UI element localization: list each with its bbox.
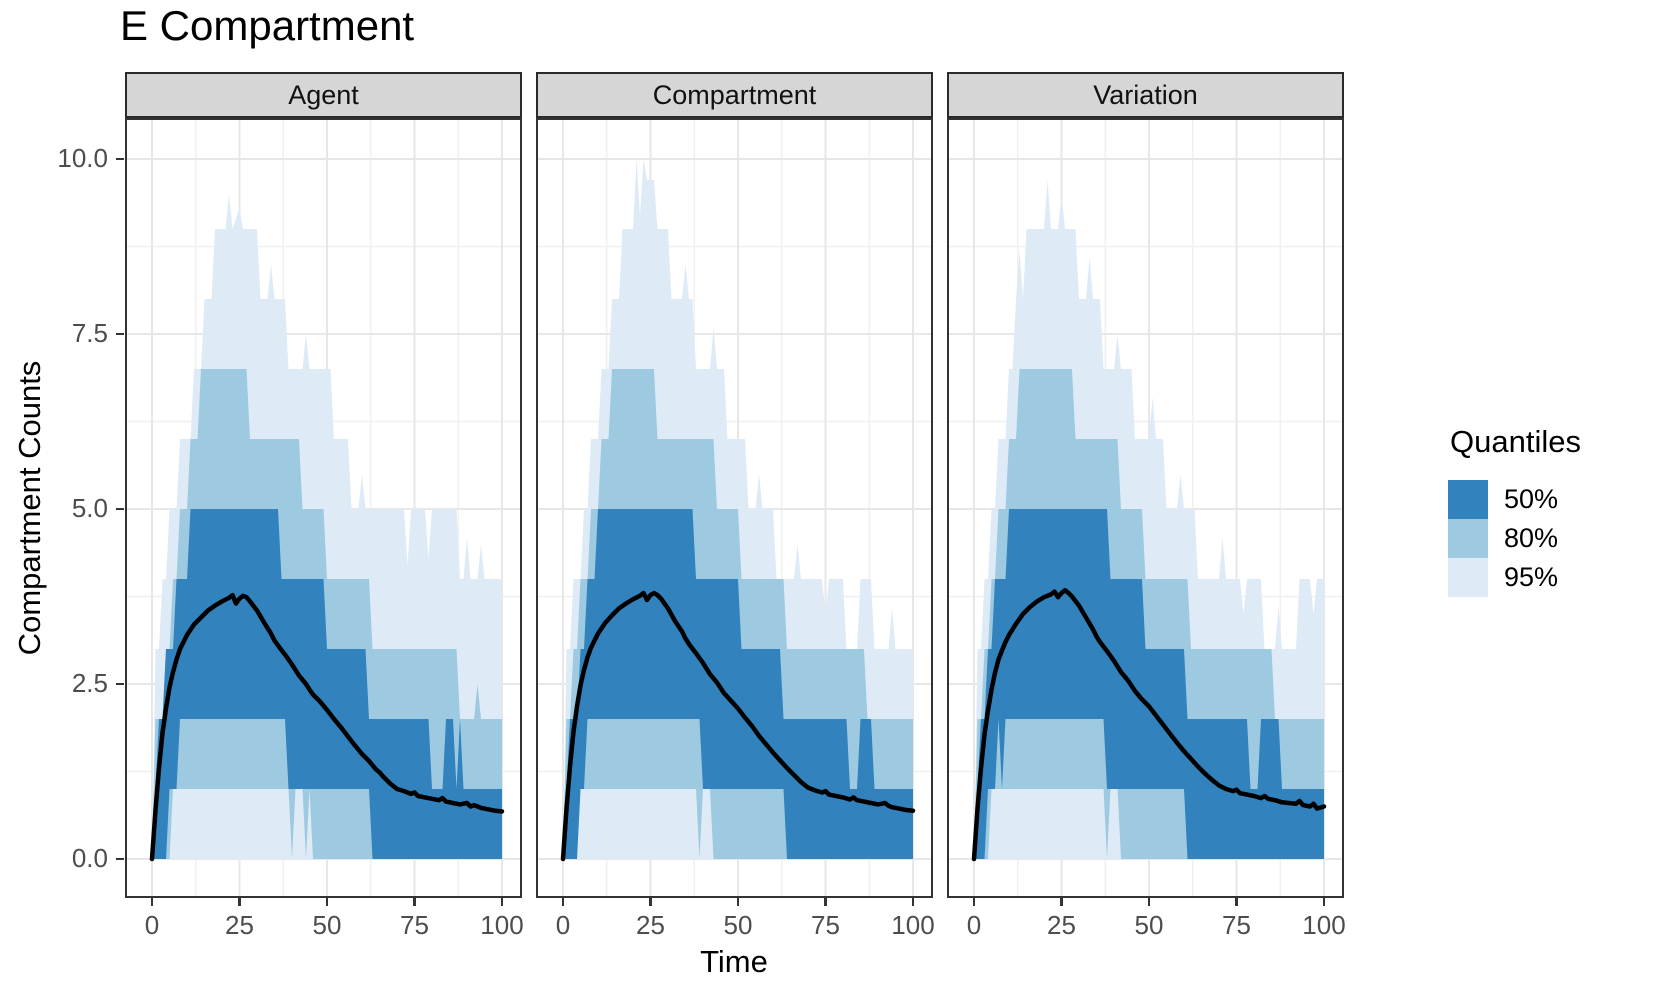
x-tick-label: 50 xyxy=(1134,910,1164,940)
x-tick-mark xyxy=(561,898,565,906)
x-tick-mark xyxy=(736,898,740,906)
y-tick-label: 0.0 xyxy=(71,843,108,873)
panel-border xyxy=(125,118,522,898)
legend-swatch-95 xyxy=(1448,558,1488,597)
x-tick-label: 75 xyxy=(811,910,840,940)
panel-compartment xyxy=(536,118,933,898)
y-tick-mark xyxy=(116,857,124,861)
x-tick-label: 75 xyxy=(400,910,429,940)
y-tick-label: 7.5 xyxy=(71,318,108,348)
legend-label-50: 50% xyxy=(1504,484,1559,514)
x-tick-mark xyxy=(150,898,154,906)
x-tick-label: 0 xyxy=(966,910,982,940)
x-tick-label: 50 xyxy=(723,910,753,940)
facet-strip-compartment: Compartment xyxy=(536,72,933,118)
x-tick-mark xyxy=(911,898,915,906)
plot-title: E Compartment xyxy=(120,2,415,49)
y-axis-title: Compartment Counts xyxy=(12,360,47,656)
x-tick-mark xyxy=(972,898,976,906)
mean-line xyxy=(149,592,505,862)
facet-strip-label: Compartment xyxy=(652,79,817,110)
mean-line xyxy=(560,590,916,862)
x-tick-label: 0 xyxy=(555,910,571,940)
legend: Quantiles 50% 80% 95% xyxy=(1448,424,1658,597)
x-axis-title: Time xyxy=(700,944,768,979)
panel-variation xyxy=(947,118,1344,898)
x-tick-label: 25 xyxy=(636,910,665,940)
x-tick-label: 100 xyxy=(1302,910,1346,940)
x-tick-label: 25 xyxy=(1047,910,1076,940)
x-tick-mark xyxy=(238,898,241,906)
x-tick-mark xyxy=(824,898,827,906)
facet-strip-label: Variation xyxy=(1093,79,1198,110)
y-tick-mark xyxy=(116,332,124,336)
legend-item-80: 80% xyxy=(1448,519,1658,558)
panel-border xyxy=(536,118,933,898)
x-tick-label: 0 xyxy=(144,910,160,940)
x-tick-mark xyxy=(500,898,504,906)
x-tick-mark xyxy=(1235,898,1238,906)
y-tick-mark xyxy=(116,507,124,511)
panel-agent xyxy=(125,118,522,898)
x-tick-mark xyxy=(413,898,416,906)
legend-item-95: 95% xyxy=(1448,558,1658,597)
legend-item-50: 50% xyxy=(1448,480,1658,519)
x-tick-mark xyxy=(1060,898,1063,906)
y-tick-label: 10.0 xyxy=(57,143,108,173)
x-tick-mark xyxy=(1147,898,1151,906)
x-tick-label: 100 xyxy=(480,910,524,940)
y-tick-label: 2.5 xyxy=(71,668,108,698)
facet-strip-variation: Variation xyxy=(947,72,1344,118)
x-tick-label: 25 xyxy=(225,910,254,940)
y-tick-mark xyxy=(116,682,124,686)
x-tick-mark xyxy=(1322,898,1326,906)
legend-label-80: 80% xyxy=(1504,523,1559,553)
x-tick-mark xyxy=(649,898,652,906)
facet-strip-label: Agent xyxy=(288,79,359,110)
y-tick-label: 5.0 xyxy=(71,493,108,523)
legend-swatch-50 xyxy=(1448,480,1488,519)
facet-strip-agent: Agent xyxy=(125,72,522,118)
x-tick-label: 100 xyxy=(891,910,935,940)
legend-swatch-80 xyxy=(1448,519,1488,558)
mean-line xyxy=(971,587,1327,862)
x-tick-mark xyxy=(325,898,329,906)
y-tick-mark xyxy=(116,157,124,161)
x-tick-label: 75 xyxy=(1222,910,1251,940)
legend-title: Quantiles xyxy=(1450,424,1581,459)
panel-border xyxy=(947,118,1344,898)
x-tick-label: 50 xyxy=(312,910,342,940)
legend-label-95: 95% xyxy=(1504,562,1559,592)
